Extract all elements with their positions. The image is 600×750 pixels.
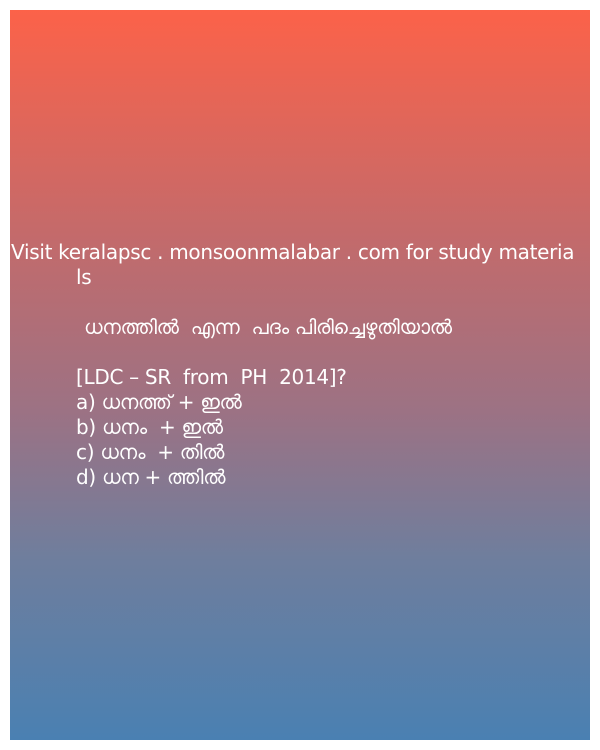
option-d: d) ധന + ത്തിൽ (76, 465, 226, 489)
option-c: c) ധനം + തിൽ (76, 440, 225, 464)
option-a: a) ധനത്ത് + ഇൽ (76, 390, 242, 414)
question-card: Visit keralapsc . monsoonmalabar . com f… (10, 10, 590, 740)
option-b: b) ധനം + ഇൽ (76, 415, 223, 439)
promo-text-line-2: ls (76, 265, 92, 289)
question-source: [LDC – SR from PH 2014]? (76, 365, 347, 389)
question-text: ധനത്തിൽ എന്ന പദം പിരിച്ചെഴുതിയാൽ (84, 315, 452, 339)
promo-text-line-1: Visit keralapsc . monsoonmalabar . com f… (11, 240, 575, 264)
